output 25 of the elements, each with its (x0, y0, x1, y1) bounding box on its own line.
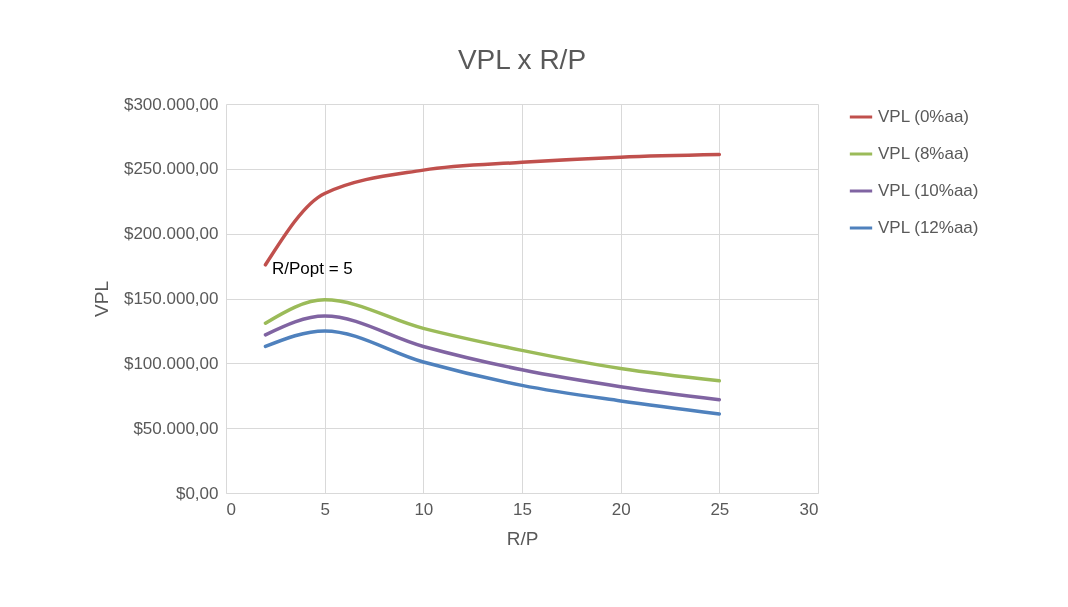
annotation: R/Popt = 5 (272, 259, 353, 278)
x-tick-label: 15 (513, 499, 532, 519)
x-tick-label: 0 (226, 499, 236, 519)
line-series (263, 298, 722, 383)
y-tick-label: $300.000,00 (123, 94, 219, 114)
x-tick-label: 5 (320, 499, 330, 519)
y-tick-label: $100.000,00 (123, 353, 219, 373)
y-tick-label: $150.000,00 (123, 289, 219, 308)
x-tick-label: 10 (414, 499, 434, 519)
x-tick-label: 30 (799, 499, 819, 519)
y-tick-label: $200.000,00 (123, 224, 219, 244)
legend-label: VPL (0%aa) (878, 107, 970, 126)
legend-label: VPL (8%aa) (878, 144, 970, 163)
y-axis-title: VPL (90, 281, 112, 317)
x-tick-label: 20 (611, 499, 631, 519)
x-tick-label: 25 (710, 499, 730, 519)
y-tick-label: $250.000,00 (123, 159, 219, 179)
y-tick-label: $0,00 (175, 483, 219, 503)
chart-title: VPL x R/P (457, 44, 587, 75)
x-axis-title: R/P (506, 527, 539, 549)
y-tick-label: $50.000,00 (133, 418, 219, 438)
legend-label: VPL (10%aa) (878, 181, 979, 200)
line-series (263, 329, 722, 416)
legend-label: VPL (12%aa) (878, 218, 979, 237)
line-series (263, 314, 722, 402)
